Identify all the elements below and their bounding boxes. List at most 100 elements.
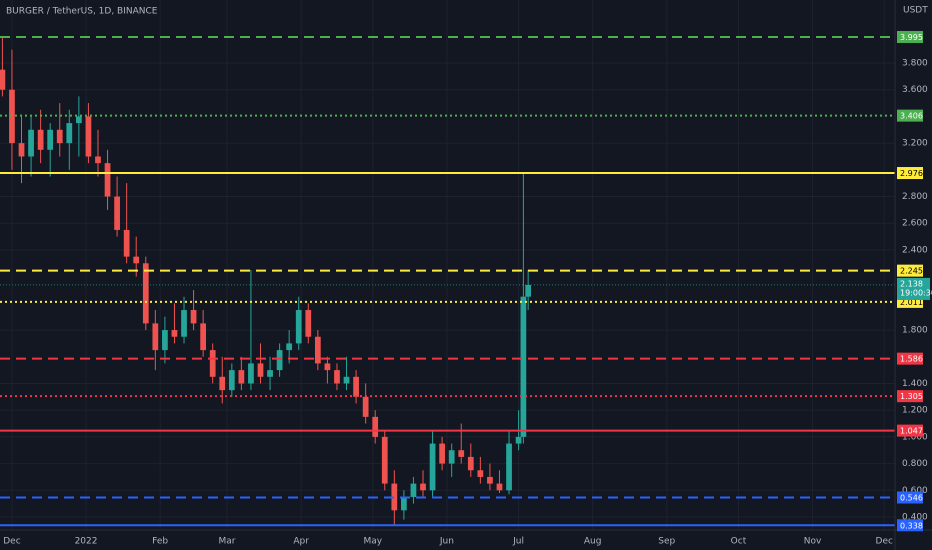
candle-body bbox=[362, 396, 369, 417]
candle-body bbox=[467, 456, 474, 471]
y-tick-label: 3.800 bbox=[902, 59, 928, 69]
level-label: 2.245 bbox=[900, 267, 923, 276]
x-tick-label: May bbox=[364, 537, 383, 547]
candle-body bbox=[257, 363, 264, 377]
level-label-bg bbox=[897, 109, 923, 122]
x-tick-label: Jul bbox=[512, 537, 524, 547]
candle-body bbox=[372, 416, 379, 437]
candle-body bbox=[334, 370, 340, 384]
candle-body bbox=[520, 296, 527, 437]
x-tick-label: Nov bbox=[804, 537, 822, 547]
y-tick-label: 1.000 bbox=[902, 432, 928, 442]
y-tick-label: 1.400 bbox=[902, 379, 928, 389]
axes: Dec 2022 Feb Mar Apr May Jun Jul Aug Sep Oct Nov Dec… bbox=[3, 30, 932, 547]
candle-body bbox=[324, 363, 331, 371]
candle-body bbox=[142, 263, 149, 324]
y-tick-label: 0.400 bbox=[902, 512, 928, 522]
countdown-label: 19:00:30 bbox=[900, 288, 932, 297]
candle-body bbox=[353, 376, 359, 397]
candle-body bbox=[314, 336, 321, 364]
x-tick-label: Oct bbox=[731, 537, 747, 547]
last-price-label: 2.138 bbox=[900, 279, 923, 288]
candle-body bbox=[429, 443, 436, 491]
y-tick-label: 2.800 bbox=[902, 192, 928, 202]
candle-body bbox=[219, 376, 226, 391]
candle-body bbox=[238, 370, 245, 384]
x-tick-label: Aug bbox=[584, 537, 602, 547]
candle-body bbox=[162, 330, 168, 351]
candle-body bbox=[343, 376, 350, 384]
level-label-bg bbox=[897, 264, 923, 277]
candle-body bbox=[286, 343, 293, 351]
level-label-bg bbox=[897, 352, 923, 365]
level-label: 1.305 bbox=[900, 392, 923, 401]
x-tick-label: Feb bbox=[152, 537, 168, 547]
level-label: 3.995 bbox=[900, 33, 923, 42]
y-unit: USDT bbox=[903, 6, 928, 16]
y-tick-label: 2.400 bbox=[902, 245, 928, 255]
x-tick-label: Jun bbox=[439, 537, 454, 547]
y-tick-label: 2.600 bbox=[902, 219, 928, 229]
x-tick-label: Apr bbox=[293, 537, 309, 547]
level-label: 2.976 bbox=[900, 169, 923, 178]
level-label-bg bbox=[897, 491, 923, 504]
candle-body bbox=[515, 436, 522, 444]
level-label: 3.406 bbox=[900, 112, 923, 121]
candle-body bbox=[439, 443, 445, 464]
candle-body bbox=[276, 350, 283, 371]
candle-body bbox=[18, 143, 25, 157]
y-tick-label: 0.600 bbox=[902, 486, 928, 496]
candle-body bbox=[56, 129, 63, 144]
candle-body bbox=[28, 129, 34, 157]
level-label-bg bbox=[897, 519, 923, 532]
y-tick-label: 1.800 bbox=[902, 326, 928, 336]
candle-body bbox=[171, 330, 178, 337]
candle-body bbox=[248, 363, 254, 384]
last-price-bg bbox=[897, 277, 930, 300]
candle-body bbox=[181, 310, 187, 337]
level-label: 2.011 bbox=[900, 298, 923, 307]
candle-body bbox=[458, 450, 465, 457]
level-label: 1.586 bbox=[900, 355, 923, 364]
candle-body bbox=[37, 129, 44, 150]
x-tick-label: Mar bbox=[219, 537, 236, 547]
candle-body bbox=[228, 370, 235, 391]
candle-body bbox=[152, 323, 159, 351]
candle-body bbox=[295, 310, 302, 344]
y-tick-label: 3.600 bbox=[902, 85, 928, 95]
candle-body bbox=[305, 310, 312, 337]
candle-body bbox=[525, 284, 532, 297]
x-tick-label: 2022 bbox=[75, 537, 98, 547]
candle-body bbox=[401, 496, 407, 511]
grid bbox=[0, 0, 895, 530]
candle-body bbox=[123, 229, 130, 257]
chart-title: BURGER / TetherUS, 1D, BINANCE bbox=[6, 7, 158, 17]
level-label: 0.546 bbox=[900, 494, 923, 503]
candle-body bbox=[95, 156, 101, 164]
y-tick-label: 0.800 bbox=[902, 459, 928, 469]
x-tick-label: Sep bbox=[658, 537, 675, 547]
candle-body bbox=[477, 470, 484, 477]
candle-body bbox=[85, 116, 92, 157]
x-tick-label: Dec bbox=[3, 537, 20, 547]
level-label-bg bbox=[897, 167, 923, 180]
level-label: 1.047 bbox=[900, 427, 923, 436]
candle-body bbox=[104, 163, 111, 197]
candle-body bbox=[381, 436, 388, 484]
x-tick-label: Dec bbox=[876, 537, 893, 547]
candle-body bbox=[496, 483, 503, 491]
candle-body bbox=[506, 443, 512, 491]
candle-body bbox=[420, 483, 426, 491]
candle-body bbox=[133, 256, 140, 264]
candle-body bbox=[66, 123, 73, 144]
candle-body bbox=[0, 69, 6, 90]
candle-body bbox=[267, 370, 273, 377]
candle-body bbox=[487, 476, 493, 484]
candle-body bbox=[448, 450, 455, 464]
candle-body bbox=[47, 129, 54, 150]
candle-body bbox=[410, 483, 417, 497]
level-label: 0.338 bbox=[900, 521, 923, 530]
level-label-bg bbox=[897, 390, 923, 403]
